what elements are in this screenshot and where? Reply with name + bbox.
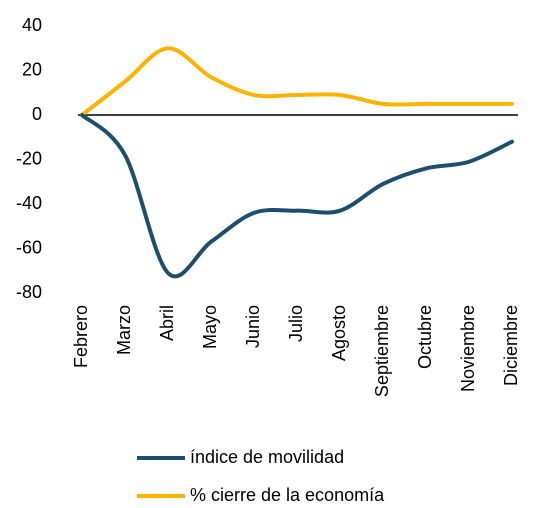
x-tick-label: Abril xyxy=(157,305,177,341)
x-tick-label: Mayo xyxy=(200,305,220,349)
x-tick-label: Octubre xyxy=(415,305,435,369)
y-tick-label: -80 xyxy=(16,282,42,302)
x-tick-label: Junio xyxy=(243,305,263,348)
y-tick-label: 20 xyxy=(22,59,42,79)
y-tick-label: -20 xyxy=(16,148,42,168)
legend-label: índice de movilidad xyxy=(190,447,344,467)
x-tick-label: Julio xyxy=(286,305,306,342)
x-tick-label: Agosto xyxy=(329,305,349,361)
x-tick-label: Septiembre xyxy=(372,305,392,397)
y-tick-label: 40 xyxy=(22,15,42,35)
legend-label: % cierre de la economía xyxy=(190,485,385,505)
x-tick-label: Marzo xyxy=(114,305,134,355)
series-line xyxy=(80,113,514,279)
y-tick-label: -40 xyxy=(16,193,42,213)
x-tick-label: Diciembre xyxy=(501,305,521,386)
y-tick-label: -60 xyxy=(16,237,42,257)
y-tick-label: 0 xyxy=(32,104,42,124)
x-tick-label: Noviembre xyxy=(458,305,478,392)
series-line xyxy=(80,46,514,117)
x-tick-label: Febrero xyxy=(71,305,91,368)
